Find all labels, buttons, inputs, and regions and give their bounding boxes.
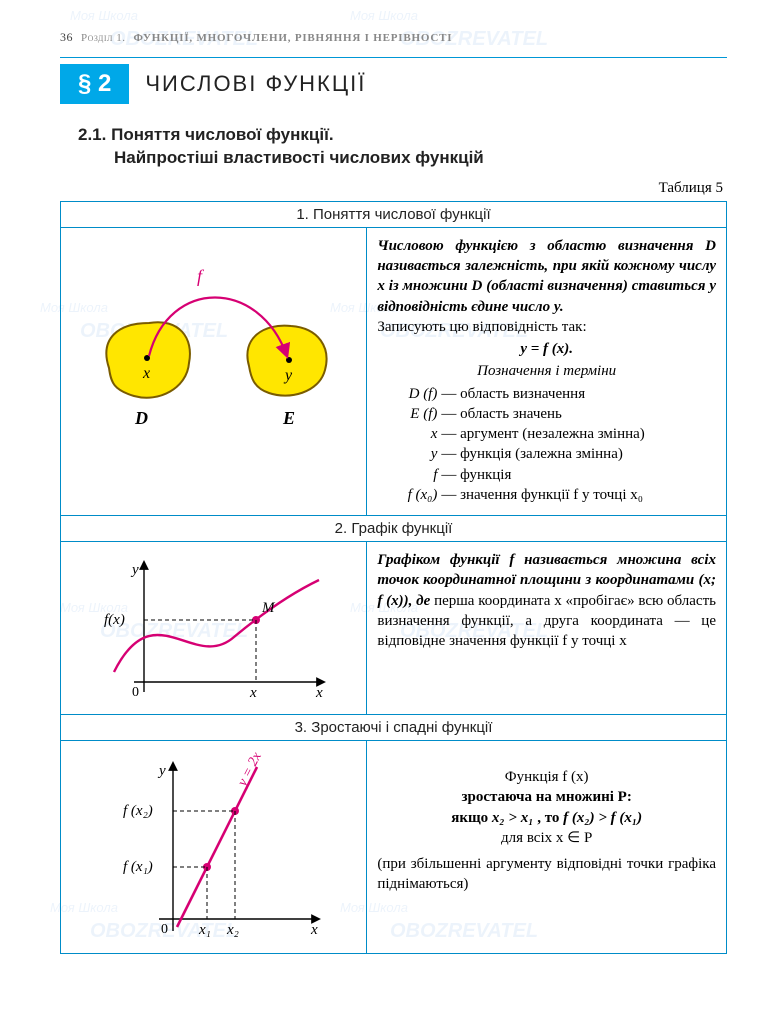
chapter-title: ФУНКЦІЇ, МНОГОЧЛЕНИ, РІВНЯННЯ І НЕРІВНОС…	[133, 32, 452, 44]
fig1-x: x	[142, 365, 150, 382]
fig1-D: D	[134, 408, 148, 428]
def1-cell: Числовою функцією з областю визначення D…	[367, 227, 727, 515]
row3-header: 3. Зростаючі і спадні функції	[61, 715, 727, 741]
top-rule	[60, 57, 727, 58]
section-header: § 2 ЧИСЛОВІ ФУНКЦІЇ	[60, 64, 727, 104]
svg-text:x: x	[315, 685, 323, 701]
def1-bold: Числовою функцією з областю визначення D…	[377, 238, 716, 315]
page-number: 36	[60, 30, 73, 45]
def1-terms-title: Позначення і терміни	[377, 361, 716, 381]
svg-text:y: y	[157, 763, 166, 779]
def1-formula: y = f (x).	[377, 339, 716, 359]
subsection-number: 2.1.	[78, 125, 106, 144]
fig1-E: E	[282, 408, 295, 428]
svg-text:y: y	[130, 562, 139, 578]
svg-text:0: 0	[161, 922, 168, 937]
def3-cell: Функція f (x) зростаюча на множині P: як…	[367, 741, 727, 954]
section-title: ЧИСЛОВІ ФУНКЦІЇ	[145, 71, 366, 97]
def2-text: Графіком функції f називається множина в…	[377, 550, 716, 651]
subsection-header: 2.1. Поняття числової функції. Найпрості…	[60, 124, 727, 170]
svg-text:M: M	[261, 600, 276, 616]
row2-header: 2. Графік функції	[61, 516, 727, 542]
table-label: Таблиця 5	[60, 180, 723, 197]
def2-cell: Графіком функції f називається множина в…	[367, 542, 727, 715]
subsection-line2: Найпростіші властивості числових функцій	[78, 147, 727, 170]
def3-l1: Функція f (x)	[377, 767, 716, 787]
svg-text:f (x₁): f (x₁)	[123, 859, 153, 875]
fig1-cell: x D y E f	[61, 227, 367, 515]
fig2-svg: y x 0 M f(x) x	[84, 552, 344, 702]
fig3-svg: y x 0 y = 2x f (x₁) f (x₂) x₁	[89, 751, 339, 941]
def1-terms: D (f) — область визначення E (f) — облас…	[377, 384, 716, 506]
fig1-svg: x D y E f	[79, 238, 349, 438]
def3-l4: для всіх x ∈ P	[377, 828, 716, 848]
chapter-label: Розділ 1.	[81, 32, 125, 44]
fig2-cell: y x 0 M f(x) x	[61, 542, 367, 715]
svg-text:x₂: x₂	[226, 922, 239, 938]
subsection-line1: Поняття числової функції.	[111, 125, 334, 144]
main-table: 1. Поняття числової функції x D	[60, 201, 727, 954]
svg-text:f (x₂): f (x₂)	[123, 803, 153, 819]
running-head: 36 Розділ 1. ФУНКЦІЇ, МНОГОЧЛЕНИ, РІВНЯН…	[60, 30, 727, 45]
svg-text:x: x	[249, 685, 257, 701]
svg-text:x₁: x₁	[198, 922, 211, 938]
svg-text:f(x): f(x)	[104, 612, 125, 628]
section-badge: § 2	[60, 64, 129, 104]
def1-para2: Записують цю відповідність так:	[377, 317, 716, 337]
svg-text:0: 0	[132, 685, 139, 700]
def3-l2: зростаюча на множині P:	[462, 789, 632, 805]
fig1-f: f	[197, 266, 205, 286]
row1-header: 1. Поняття числової функції	[61, 201, 727, 227]
fig1-y: y	[283, 367, 293, 384]
svg-text:x: x	[310, 922, 318, 938]
def3-l5: (при збільшенні аргументу відповідні точ…	[377, 854, 716, 895]
svg-text:y = 2x: y = 2x	[234, 751, 265, 791]
fig3-cell: y x 0 y = 2x f (x₁) f (x₂) x₁	[61, 741, 367, 954]
